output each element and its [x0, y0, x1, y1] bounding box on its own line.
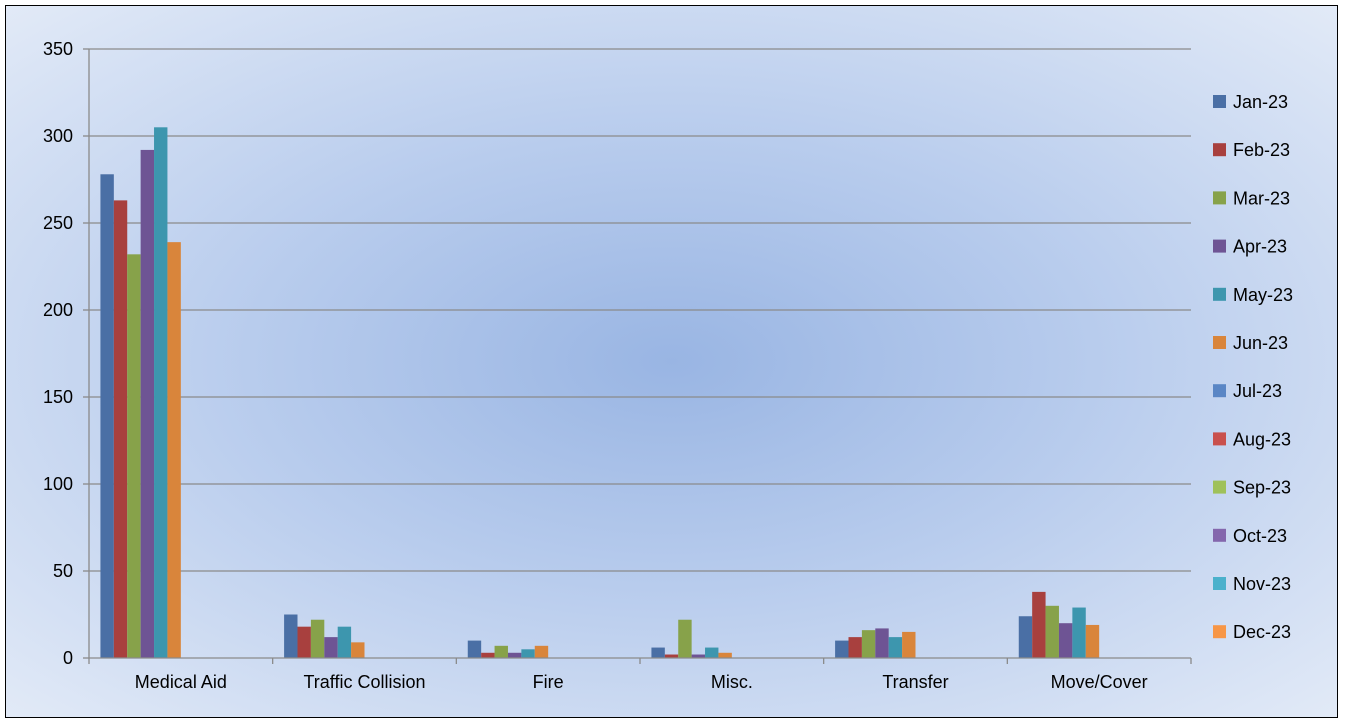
bar	[1018, 616, 1033, 658]
x-tick-label: Misc.	[711, 672, 753, 692]
bar	[127, 254, 141, 658]
legend-swatch	[1213, 95, 1226, 108]
y-tick-label: 100	[43, 474, 73, 494]
legend-swatch	[1213, 239, 1226, 253]
legend-swatch	[1213, 528, 1226, 542]
y-tick-label: 150	[43, 387, 73, 407]
bar	[534, 645, 549, 658]
y-tick-label: 250	[43, 213, 73, 233]
bar	[284, 614, 298, 658]
bar	[691, 654, 706, 658]
bar	[718, 652, 732, 658]
bar	[1072, 607, 1086, 658]
legend-label: Feb-23	[1233, 140, 1290, 160]
bar	[324, 637, 338, 658]
gridlines	[89, 48, 1191, 572]
legend-swatch	[1213, 191, 1226, 205]
legend-label: Mar-23	[1233, 188, 1290, 208]
bar	[651, 647, 665, 658]
bar	[705, 647, 719, 658]
bar	[664, 654, 679, 658]
y-tick-label: 0	[63, 648, 73, 668]
bar	[467, 640, 482, 658]
legend-label: Dec-23	[1233, 622, 1291, 642]
legend-swatch	[1213, 625, 1226, 639]
y-tick-label: 200	[43, 300, 73, 320]
bar	[861, 630, 876, 658]
legend-label: Aug-23	[1233, 429, 1291, 449]
chart-area: 0 50 100 150 200 250 300 350 Medical Aid Traffic …	[5, 5, 1338, 718]
bar	[310, 619, 325, 658]
x-tick-label: Fire	[533, 672, 564, 692]
legend-label: May-23	[1233, 285, 1293, 305]
legend-swatch	[1213, 287, 1226, 301]
legend-label: Oct-23	[1233, 526, 1287, 546]
legend-swatch	[1213, 336, 1226, 349]
y-tick-label: 350	[43, 39, 73, 59]
x-tick-label: Medical Aid	[135, 672, 227, 692]
bar	[140, 149, 155, 659]
bar	[1058, 623, 1073, 658]
legend-label: Sep-23	[1233, 478, 1291, 498]
x-tick-label: Transfer	[882, 672, 948, 692]
legend-label: Apr-23	[1233, 237, 1287, 257]
legend-label: Jun-23	[1233, 333, 1288, 353]
bar	[1045, 605, 1059, 658]
bar	[297, 626, 311, 658]
bar	[1032, 591, 1046, 658]
legend: Jan-23 Feb-23 Mar-23 Apr-23 May-23 Jun-23 Jul-…	[1213, 92, 1293, 642]
bar	[494, 645, 508, 658]
bar	[167, 242, 181, 658]
bar	[902, 631, 916, 658]
legend-swatch	[1213, 432, 1226, 446]
bar	[337, 626, 352, 658]
y-tick-label: 300	[43, 126, 73, 146]
bar	[678, 619, 692, 658]
bars	[100, 127, 1100, 659]
legend-swatch	[1213, 480, 1226, 494]
bar	[875, 628, 889, 658]
bar	[888, 637, 903, 658]
x-tick-label: Traffic Collision	[303, 672, 425, 692]
bar	[100, 174, 114, 658]
x-tick-label: Move/Cover	[1051, 672, 1148, 692]
bar	[1085, 624, 1100, 658]
y-tick-label: 50	[53, 561, 73, 581]
legend-swatch	[1213, 143, 1226, 157]
bar-chart: 0 50 100 150 200 250 300 350 Medical Aid Traffic …	[43, 39, 1293, 692]
bar	[507, 652, 522, 658]
legend-label: Jul-23	[1233, 381, 1282, 401]
bar	[481, 652, 495, 658]
bar	[351, 642, 365, 658]
legend-label: Nov-23	[1233, 574, 1291, 594]
axes: 0 50 100 150 200 250 300 350 Medical Aid Traffic …	[43, 39, 1192, 692]
legend-label: Jan-23	[1233, 92, 1288, 112]
legend-swatch	[1213, 384, 1226, 398]
bar	[521, 649, 535, 658]
bar	[835, 640, 849, 658]
legend-swatch	[1213, 577, 1226, 590]
bar	[113, 200, 128, 658]
bar	[154, 127, 168, 659]
bar	[848, 637, 862, 658]
